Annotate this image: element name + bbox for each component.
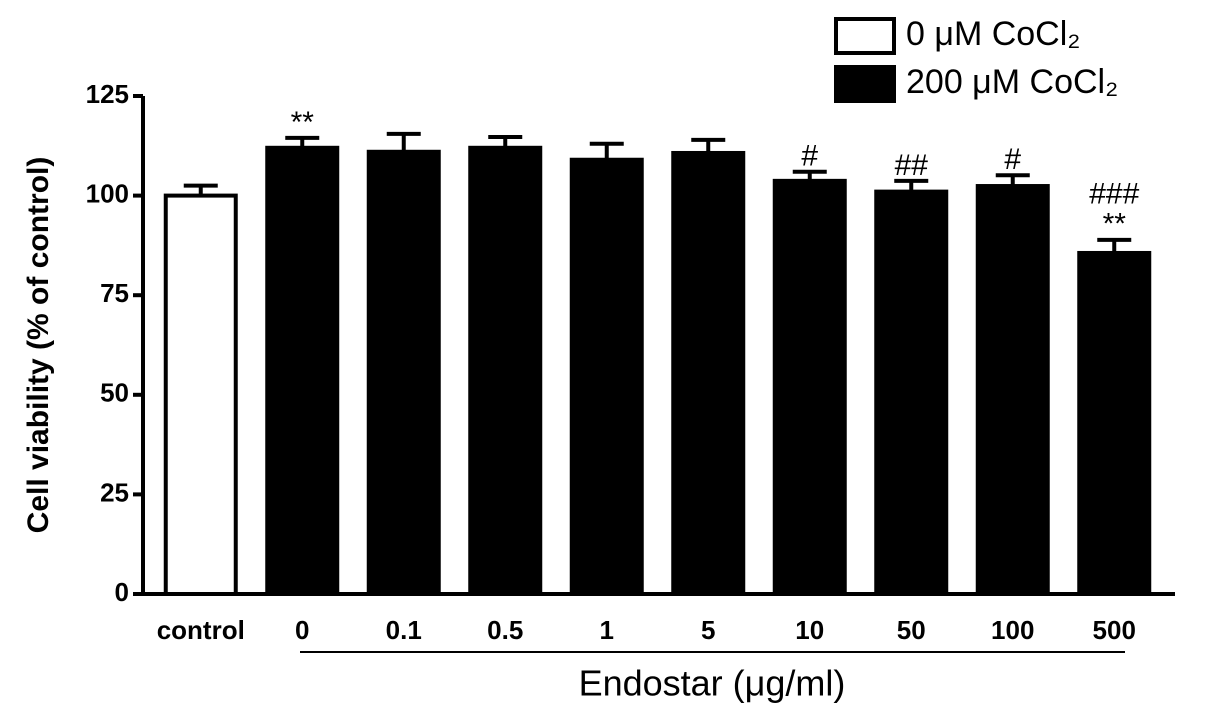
annotation: ## (895, 149, 929, 182)
bar (772, 178, 847, 597)
x-tick-label: 0 (295, 615, 309, 645)
y-tick-label: 0 (115, 577, 129, 607)
bar (569, 157, 644, 597)
x-tick-label: control (157, 615, 245, 645)
bar (975, 184, 1050, 597)
legend-swatch (834, 65, 896, 103)
annotation: ### (1089, 178, 1139, 211)
y-tick-label: 100 (86, 178, 129, 208)
x-tick-label: 1 (600, 615, 614, 645)
bar (265, 145, 340, 597)
legend-label: 0 μM CoCl₂ (906, 15, 1080, 53)
legend-swatch (834, 17, 896, 55)
x-tick-label: 100 (991, 615, 1034, 645)
bar (366, 149, 441, 596)
y-tick-label: 125 (86, 79, 129, 109)
x-tick-label: 0.5 (487, 615, 523, 645)
x-tick-label: 50 (897, 615, 926, 645)
y-tick-label: 75 (100, 278, 129, 308)
x-tick-label: 0.1 (386, 615, 422, 645)
bar (163, 193, 238, 596)
bar (874, 189, 949, 596)
legend-label: 200 μM CoCl₂ (906, 63, 1118, 101)
bar (1077, 250, 1152, 596)
x-tick-label: 5 (701, 615, 715, 645)
annotation: ** (291, 106, 315, 139)
y-tick-label: 50 (100, 378, 129, 408)
x-tick-label: 500 (1093, 615, 1136, 645)
x-axis-label: Endostar (μg/ml) (579, 663, 846, 704)
x-tick-label: 10 (795, 615, 824, 645)
y-tick-label: 25 (100, 477, 129, 507)
annotation: # (801, 140, 818, 173)
annotation: ** (1103, 208, 1127, 241)
y-axis-label: Cell viability (% of control) (22, 157, 55, 534)
annotation: # (1004, 143, 1021, 176)
bar (468, 145, 543, 597)
bar (671, 150, 746, 597)
